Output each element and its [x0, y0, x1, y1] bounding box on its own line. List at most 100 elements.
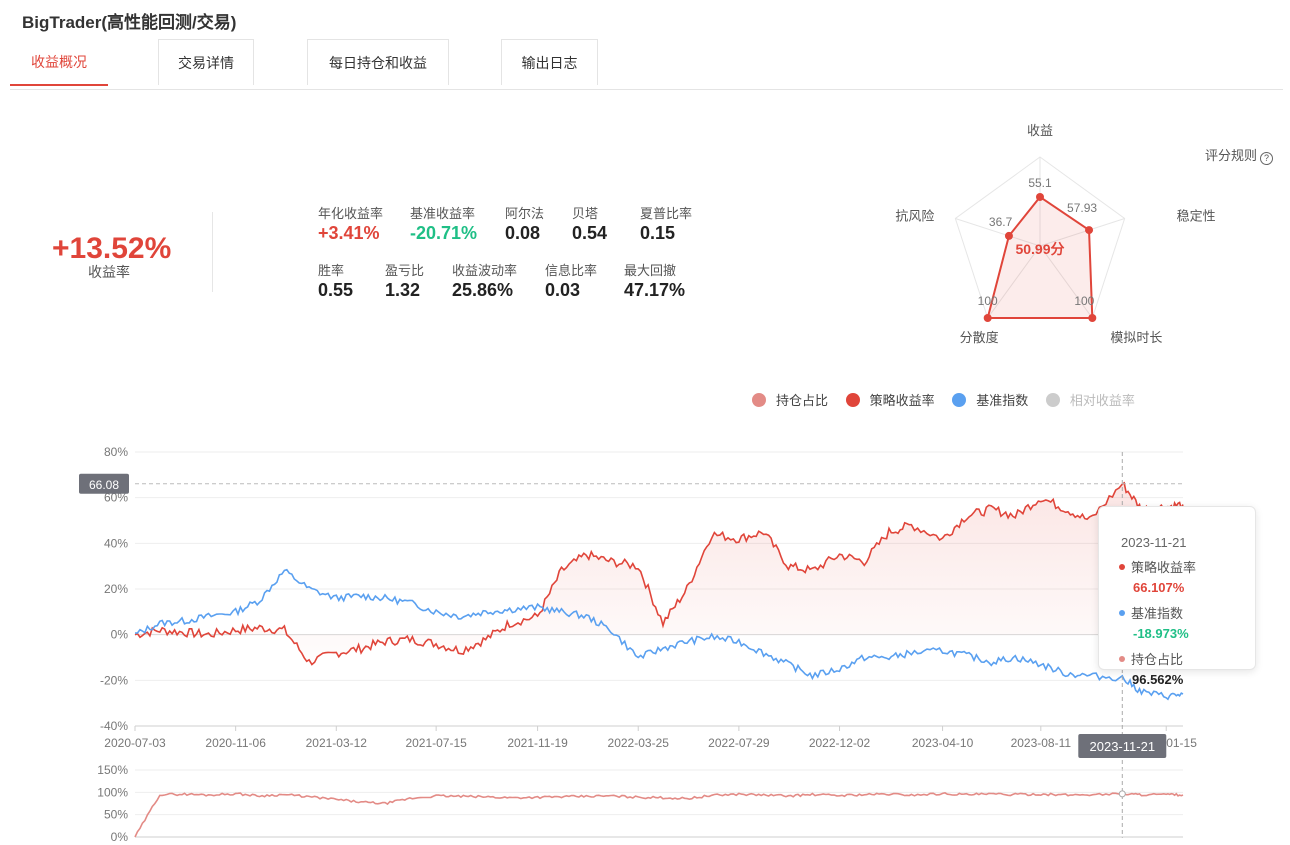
- tooltip-label: 策略收益率: [1131, 560, 1197, 575]
- tooltip-position-value: 96.562%: [1132, 672, 1184, 687]
- radar-axis-value: 100: [978, 294, 998, 308]
- y-tick-label: -40%: [100, 719, 128, 733]
- metric-alpha: 阿尔法 0.08: [505, 203, 544, 244]
- sub-y-tick-label: 150%: [97, 763, 128, 777]
- radar-point: [1088, 314, 1097, 323]
- tooltip-dot: [1119, 610, 1125, 616]
- y-tick-label: -20%: [100, 673, 128, 687]
- x-tick-label: 2021-11-19: [507, 736, 568, 750]
- legend-label: 持仓占比: [776, 393, 829, 408]
- radar-spoke: [955, 218, 1041, 247]
- tab-daily-positions[interactable]: 每日持仓和收益: [307, 39, 449, 85]
- chart-tooltip: 2023-11-21 策略收益率 66.107% 基准指数 -18.973% 持…: [1098, 506, 1256, 670]
- x-tick-label: 2021-07-15: [405, 736, 467, 750]
- metric-label: 夏普比率: [640, 206, 693, 221]
- x-tick-label: 2020-07-03: [104, 736, 166, 750]
- crosshair-x-label: 2023-11-21: [1090, 739, 1156, 754]
- legend-label: 基准指数: [976, 393, 1029, 408]
- radar-axis-label: 收益: [1027, 123, 1053, 138]
- tooltip-benchmark-label: 基准指数: [1119, 603, 1183, 622]
- radar-axis-value: 55.1: [1028, 176, 1052, 190]
- metric-volatility: 收益波动率 25.86%: [452, 260, 517, 301]
- radar-point: [983, 314, 992, 323]
- sub-y-tick-label: 50%: [104, 808, 128, 822]
- crosshair-y-label: 66.08: [89, 478, 119, 492]
- metric-label: 最大回撤: [624, 263, 677, 278]
- radar-spoke: [987, 245, 1041, 319]
- metric-value: 0.08: [505, 223, 541, 243]
- metric-sharpe: 夏普比率 0.15: [640, 203, 692, 244]
- radar-axis-value: 57.93: [1067, 201, 1097, 215]
- y-tick-label: 0%: [111, 628, 129, 642]
- metric-profit-loss-ratio: 盈亏比 1.32: [385, 260, 424, 301]
- y-tick-label: 80%: [104, 445, 128, 459]
- tab-return-overview[interactable]: 收益概况: [10, 39, 108, 86]
- tab-trade-details[interactable]: 交易详情: [158, 39, 254, 85]
- radar-axis-value: 36.7: [989, 215, 1013, 229]
- legend-item-benchmark[interactable]: 基准指数: [952, 390, 1028, 409]
- y-tick-label: 20%: [104, 582, 128, 596]
- x-tick-label: 2022-07-29: [708, 736, 770, 750]
- benchmark-index-line: [134, 568, 1184, 701]
- radar-score: 50.99分: [1015, 241, 1064, 257]
- metric-value: 25.86%: [452, 280, 514, 300]
- radar-point: [1036, 192, 1044, 201]
- radar-axis-label: 分散度: [960, 330, 999, 345]
- total-return-label: 收益率: [88, 264, 130, 280]
- score-rule-link[interactable]: 评分规则?: [1205, 145, 1274, 165]
- legend-item-strategy[interactable]: 策略收益率: [845, 390, 935, 409]
- metric-info-ratio: 信息比率 0.03: [545, 260, 597, 301]
- sub-y-tick-label: 0%: [111, 830, 129, 844]
- legend-dot: [752, 392, 766, 407]
- x-tick-label: 2020-11-06: [205, 736, 266, 750]
- tooltip-dot: [1119, 656, 1125, 662]
- crosshair-y-badge: [79, 473, 129, 494]
- radar-spoke: [1039, 218, 1125, 247]
- metric-label: 胜率: [318, 263, 345, 278]
- metric-benchmark-return: 基准收益率 -20.71%: [410, 203, 477, 244]
- legend-item-position[interactable]: 持仓占比: [752, 390, 828, 409]
- radar-axis-label: 稳定性: [1177, 208, 1216, 223]
- sub-y-tick-label: 100%: [97, 785, 128, 799]
- tab-bar: 收益概况 交易详情 每日持仓和收益 输出日志: [10, 39, 1283, 90]
- metric-value: 0.15: [640, 223, 676, 243]
- metric-label: 贝塔: [572, 206, 599, 221]
- tooltip-benchmark-value: -18.973%: [1133, 626, 1189, 641]
- tooltip-dot: [1119, 564, 1125, 570]
- metric-beta: 贝塔 0.54: [572, 203, 607, 244]
- x-tick-label: 2021-03-12: [306, 736, 368, 750]
- metric-value: 0.03: [545, 280, 581, 300]
- radar-axis-label: 抗风险: [895, 208, 934, 223]
- total-return-value: +13.52%: [52, 232, 172, 265]
- metric-label: 基准收益率: [410, 206, 476, 221]
- legend-dot: [845, 392, 860, 407]
- tooltip-position-label: 持仓占比: [1119, 649, 1183, 668]
- tooltip-label: 基准指数: [1131, 606, 1184, 621]
- radar-axis-label: 模拟时长: [1110, 330, 1162, 345]
- x-tick-label: 2023-04-10: [912, 736, 974, 750]
- x-tick-label: 2022-03-25: [608, 736, 670, 750]
- tooltip-strategy-label: 策略收益率: [1119, 557, 1196, 576]
- metric-win-rate: 胜率 0.55: [318, 260, 353, 301]
- tab-output-log[interactable]: 输出日志: [501, 39, 598, 85]
- tooltip-date: 2023-11-21: [1121, 535, 1187, 550]
- y-tick-label: 60%: [104, 491, 128, 505]
- tooltip-label: 持仓占比: [1131, 652, 1184, 667]
- radar-point: [1004, 231, 1013, 240]
- metric-label: 年化收益率: [318, 206, 384, 221]
- metric-value: 1.32: [385, 280, 421, 300]
- question-circle-icon: ?: [1260, 152, 1274, 165]
- metric-value: +3.41%: [318, 223, 380, 243]
- chart-legend: 持仓占比 策略收益率 基准指数 相对收益率: [752, 390, 1149, 410]
- y-tick-label: 40%: [104, 536, 128, 550]
- legend-dot: [1045, 392, 1060, 407]
- x-tick-label: 2022-12-02: [809, 736, 871, 750]
- legend-label: 相对收益率: [1069, 393, 1135, 408]
- tooltip-strategy-value: 66.107%: [1133, 580, 1185, 595]
- position-ratio-line: [134, 792, 1184, 838]
- radar-spoke: [1039, 245, 1093, 319]
- metric-max-drawdown: 最大回撤 47.17%: [624, 260, 685, 301]
- legend-dot: [952, 392, 967, 407]
- legend-item-relative[interactable]: 相对收益率: [1045, 390, 1135, 409]
